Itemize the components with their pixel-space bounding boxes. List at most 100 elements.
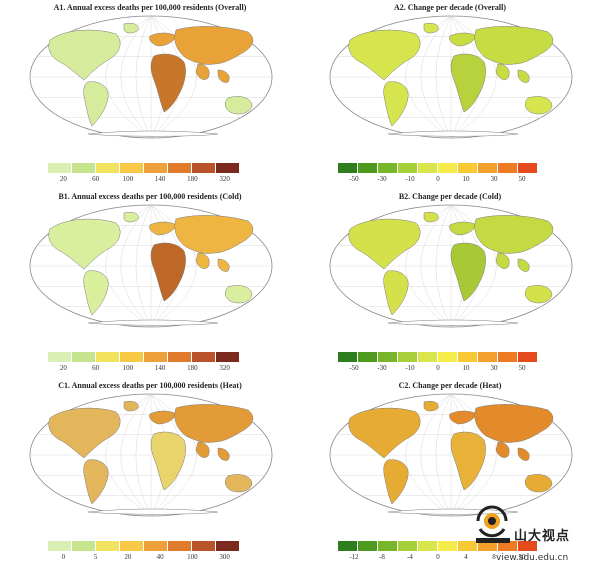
panel-a2: A2. Change per decade (Overall) -50 -30 -10… — [300, 0, 600, 189]
continent-europe — [449, 221, 477, 236]
continent-europe — [449, 410, 477, 425]
colorbar-segment — [378, 163, 398, 173]
continent-greenland — [423, 401, 439, 412]
colorbar — [48, 349, 240, 362]
continent-greenland — [123, 23, 139, 34]
continent-south-america — [83, 459, 109, 505]
colorbar-ticks: 0 5 20 40 100 300 — [48, 553, 240, 563]
colorbar-segment — [398, 352, 418, 362]
colorbar-ticks: -50 -30 -10 0 10 30 50 — [338, 364, 538, 374]
colorbar-tick-label: 5 — [93, 553, 98, 561]
continent-north-america — [48, 407, 121, 459]
continent-south-asia — [495, 441, 510, 458]
colorbar-segment — [458, 541, 478, 551]
colorbar-segment — [48, 541, 72, 551]
continent-asia — [474, 404, 554, 443]
colorbar-segment — [338, 541, 358, 551]
colorbar-segment — [72, 541, 96, 551]
colorbar-segment — [168, 541, 192, 551]
colorbar-tick-label: 8 — [492, 553, 496, 561]
continent-antarctica — [387, 130, 519, 137]
colorbar-ticks: 20 60 100 140 180 320 — [48, 364, 240, 374]
continent-australia — [225, 474, 253, 493]
colorbar-tick-label: -12 — [349, 553, 359, 561]
colorbar-segment — [144, 541, 168, 551]
continent-asia — [174, 215, 254, 254]
continent-southeast-asia — [217, 447, 230, 461]
colorbar-segment — [96, 541, 120, 551]
graticule-longitude — [120, 15, 152, 139]
colorbar-tick-label: 30 — [490, 364, 498, 372]
graticule-longitude — [435, 15, 452, 139]
panel-title: A1. Annual excess deaths per 100,000 res… — [53, 3, 247, 12]
colorbar-segment — [216, 541, 240, 551]
colorbar-ticks: 20 60 100 140 180 320 — [48, 175, 240, 185]
graticule-longitude — [120, 393, 152, 517]
colorbar-segment — [192, 541, 216, 551]
colorbar-tick-label: 0 — [61, 553, 66, 561]
colorbar-segment — [120, 163, 144, 173]
continent-south-asia — [195, 63, 210, 80]
colorbar-segment — [192, 163, 216, 173]
continent-antarctica — [87, 319, 219, 326]
continent-asia — [174, 404, 254, 443]
graticule-longitude — [435, 204, 452, 328]
colorbar — [338, 349, 538, 362]
panel-title: C2. Change per decade (Heat) — [398, 381, 502, 390]
graticule-longitude — [420, 204, 452, 328]
continent-africa — [450, 431, 486, 491]
colorbar-segment — [120, 352, 144, 362]
colorbar-tick-label: 320 — [219, 364, 230, 372]
colorbar-segment — [418, 352, 438, 362]
continent-asia — [174, 26, 254, 65]
colorbar-segment — [518, 163, 538, 173]
colorbar-tick-label: 300 — [219, 553, 230, 561]
colorbar-tick-label: 20 — [124, 553, 132, 561]
colorbar-segment — [458, 352, 478, 362]
world-map — [329, 15, 573, 139]
colorbar-segment — [338, 352, 358, 362]
continent-antarctica — [87, 130, 219, 137]
colorbar-segment — [216, 163, 240, 173]
colorbar-segment — [498, 541, 518, 551]
colorbar-segment — [192, 352, 216, 362]
continent-south-asia — [195, 441, 210, 458]
graticule-longitude — [420, 393, 452, 517]
graticule-longitude — [135, 393, 152, 517]
colorbar-segment — [438, 163, 458, 173]
colorbar-segment — [72, 352, 96, 362]
colorbar-segment — [398, 541, 418, 551]
graticule-longitude — [450, 393, 497, 517]
colorbar-tick-label: 140 — [154, 364, 166, 372]
colorbar-tick-label: 40 — [156, 553, 164, 561]
continent-southeast-asia — [217, 258, 230, 272]
colorbar-tick-label: 20 — [59, 175, 67, 183]
continent-australia — [525, 96, 553, 115]
continent-europe — [149, 221, 177, 236]
continent-africa — [450, 242, 486, 302]
continent-europe — [149, 32, 177, 47]
continent-australia — [525, 474, 553, 493]
continent-southeast-asia — [217, 69, 230, 83]
world-map — [329, 393, 573, 517]
continent-antarctica — [87, 508, 219, 515]
colorbar-segment — [72, 163, 96, 173]
graticule-longitude — [150, 15, 197, 139]
graticule-longitude — [450, 204, 497, 328]
colorbar-tick-label: -30 — [377, 364, 387, 372]
continent-asia — [474, 26, 554, 65]
colorbar-ticks: -12 -8 -4 0 4 8 50 — [338, 553, 538, 563]
colorbar-segment — [418, 541, 438, 551]
panel-title: C1. Annual excess deaths per 100,000 res… — [58, 381, 242, 390]
graticule-longitude — [135, 204, 152, 328]
continent-south-america — [383, 81, 409, 127]
continent-greenland — [423, 23, 439, 34]
colorbar-tick-label: -10 — [405, 364, 415, 372]
continent-south-america — [83, 81, 109, 127]
colorbar-segment — [458, 163, 478, 173]
colorbar-segment — [48, 163, 72, 173]
colorbar-segment — [144, 352, 168, 362]
panel-a1: A1. Annual excess deaths per 100,000 res… — [0, 0, 300, 189]
world-map — [329, 204, 573, 328]
continent-southeast-asia — [517, 447, 530, 461]
